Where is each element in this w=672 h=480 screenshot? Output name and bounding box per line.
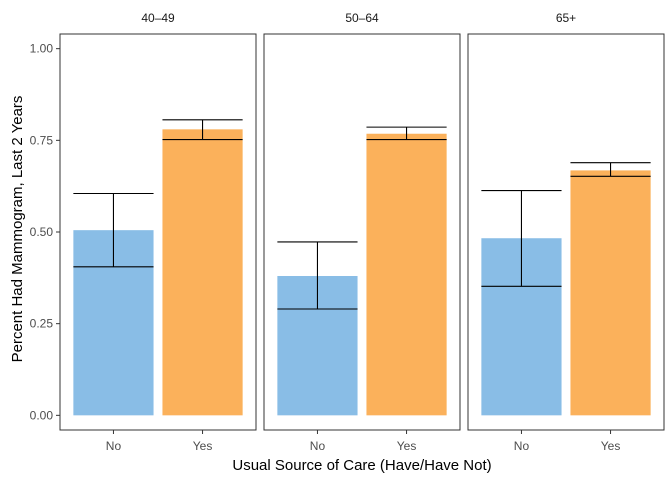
y-axis: 0.00 0.25 0.50 0.75 1.00 xyxy=(30,42,60,422)
y-tick-label: 0.25 xyxy=(30,317,54,331)
x-tick-label: No xyxy=(106,439,122,453)
x-tick-label: No xyxy=(514,439,530,453)
y-tick-label: 0.75 xyxy=(30,133,54,147)
panels: 40–49 No Yes 50–64 No Yes 65+ No Yes xyxy=(59,11,665,453)
y-tick-label: 0.00 xyxy=(30,408,54,422)
y-tick-label: 0.50 xyxy=(30,225,54,239)
panel-border xyxy=(467,33,665,431)
facet-label: 40–49 xyxy=(141,11,175,25)
x-axis-title: Usual Source of Care (Have/Have Not) xyxy=(232,457,491,474)
bar xyxy=(366,133,447,416)
x-tick-label: Yes xyxy=(193,439,213,453)
facet-label: 50–64 xyxy=(345,11,379,25)
facet-panel: 65+ No Yes xyxy=(467,11,665,453)
facet-label: 65+ xyxy=(556,11,576,25)
facet-panel: 50–64 No Yes xyxy=(263,11,461,453)
x-tick-label: No xyxy=(310,439,326,453)
facet-panel: 40–49 No Yes xyxy=(59,11,257,453)
x-tick-label: Yes xyxy=(397,439,417,453)
bar xyxy=(162,129,243,416)
x-tick-label: Yes xyxy=(601,439,621,453)
y-tick-label: 1.00 xyxy=(30,42,54,56)
bar xyxy=(570,170,651,416)
y-axis-title: Percent Had Mammogram, Last 2 Years xyxy=(9,96,26,363)
panel-border xyxy=(263,33,461,431)
